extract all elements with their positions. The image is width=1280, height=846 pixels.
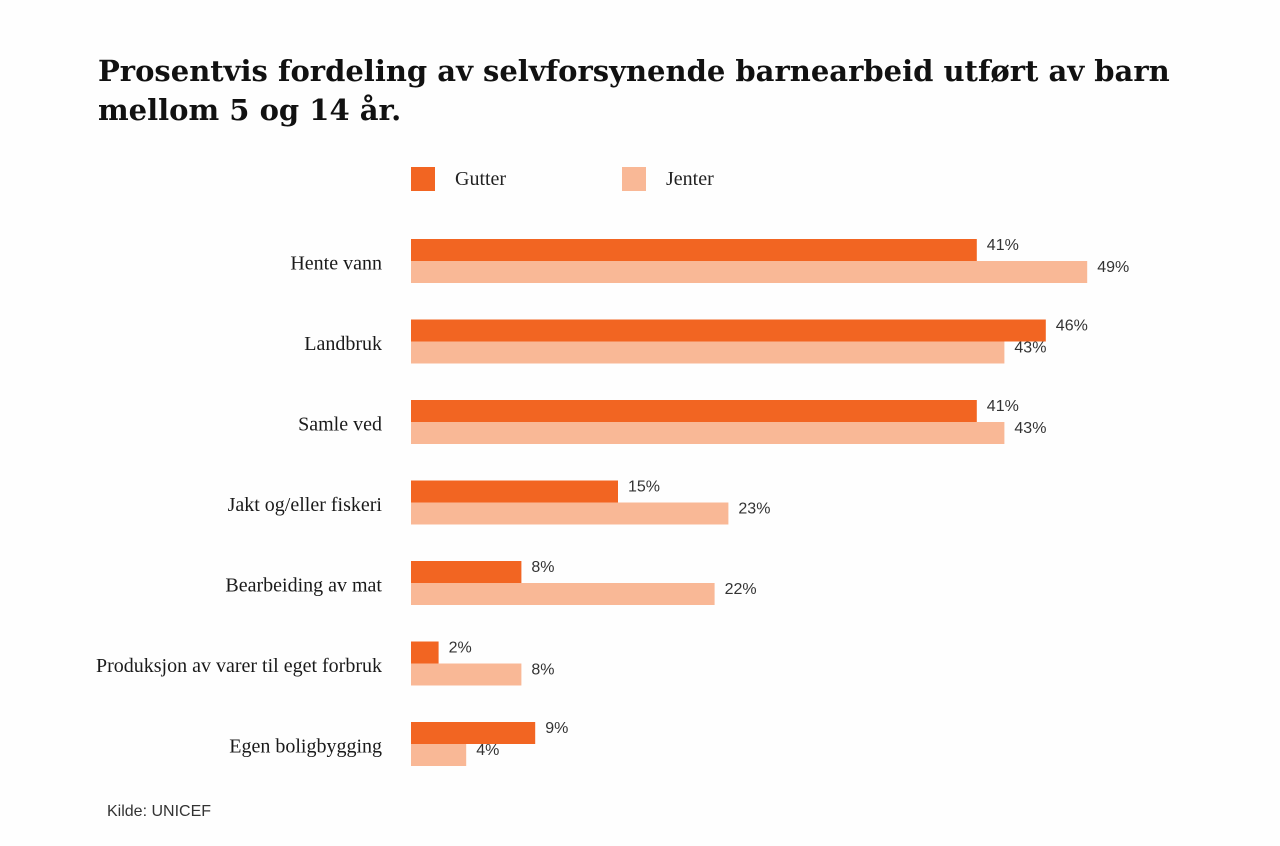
value-label-gutter-jakt-og-eller-fiskeri: 15% (628, 479, 660, 496)
bar-jenter-bearbeiding-av-mat (411, 583, 715, 605)
value-label-gutter-produksjon-av-varer-til-eget-forbruk: 2% (449, 640, 472, 657)
legend-swatch-gutter (411, 167, 435, 191)
bar-jenter-produksjon-av-varer-til-eget-forbruk (411, 663, 522, 686)
category-label-landbruk: Landbruk (304, 333, 382, 355)
chart-title: Prosentvis fordeling av selvforsynende b… (98, 54, 1170, 127)
value-label-gutter-bearbeiding-av-mat: 8% (531, 559, 554, 576)
value-label-gutter-egen-boligbygging: 9% (545, 720, 568, 737)
bar-jenter-jakt-og-eller-fiskeri (411, 502, 729, 525)
value-label-jenter-bearbeiding-av-mat: 22% (725, 581, 757, 598)
value-label-jenter-samle-ved: 43% (1014, 420, 1046, 437)
bar-jenter-landbruk (411, 341, 1005, 364)
value-label-jenter-hente-vann: 49% (1097, 259, 1129, 276)
legend-label-gutter: Gutter (455, 167, 507, 190)
legend-swatch-jenter (622, 167, 646, 191)
value-label-jenter-produksjon-av-varer-til-eget-forbruk: 8% (531, 662, 554, 679)
bar-gutter-bearbeiding-av-mat (411, 561, 522, 583)
legend-item-jenter: Jenter (622, 166, 714, 192)
category-label-produksjon-av-varer-til-eget-forbruk: Produksjon av varer til eget forbruk (96, 655, 382, 677)
bar-gutter-hente-vann (411, 239, 977, 261)
value-label-jenter-jakt-og-eller-fiskeri: 23% (738, 501, 770, 518)
bar-jenter-hente-vann (411, 261, 1088, 283)
value-label-gutter-landbruk: 46% (1056, 318, 1088, 335)
category-label-jakt-og-eller-fiskeri: Jakt og/eller fiskeri (228, 494, 383, 516)
value-label-jenter-landbruk: 43% (1014, 340, 1046, 357)
category-label-bearbeiding-av-mat: Bearbeiding av mat (225, 575, 382, 597)
value-label-jenter-egen-boligbygging: 4% (476, 742, 499, 759)
category-label-samle-ved: Samle ved (298, 414, 382, 436)
legend-item-gutter: Gutter (411, 166, 506, 192)
value-label-gutter-samle-ved: 41% (987, 398, 1019, 415)
source-note: Kilde: UNICEF (107, 803, 212, 820)
bar-gutter-landbruk (411, 319, 1046, 342)
bar-jenter-samle-ved (411, 422, 1005, 444)
bar-gutter-produksjon-av-varer-til-eget-forbruk (411, 641, 439, 664)
bar-jenter-egen-boligbygging (411, 744, 467, 766)
bar-gutter-samle-ved (411, 400, 977, 422)
bar-gutter-jakt-og-eller-fiskeri (411, 480, 618, 503)
legend-label-jenter: Jenter (666, 167, 714, 190)
category-label-egen-boligbygging: Egen boligbygging (229, 736, 382, 758)
bar-gutter-egen-boligbygging (411, 722, 536, 744)
category-label-hente-vann: Hente vann (290, 253, 382, 275)
value-label-gutter-hente-vann: 41% (987, 237, 1019, 254)
